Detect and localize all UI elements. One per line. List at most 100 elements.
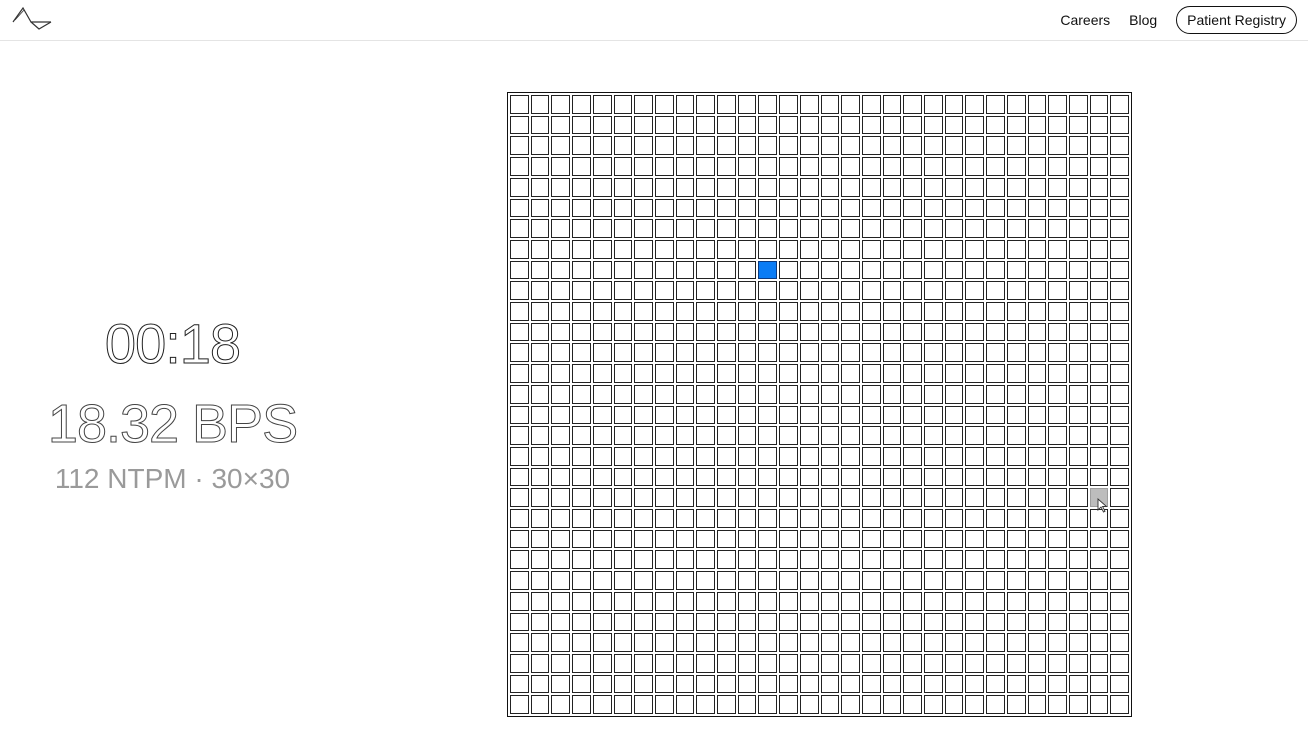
grid-cell[interactable] — [1006, 115, 1026, 135]
nav-link-blog[interactable]: Blog — [1129, 12, 1158, 28]
grid-cell[interactable] — [634, 260, 653, 280]
grid-cell[interactable] — [696, 281, 715, 300]
grid-cell[interactable] — [613, 426, 633, 445]
grid-cell[interactable] — [717, 115, 736, 135]
grid-cell[interactable] — [654, 239, 674, 259]
grid-cell[interactable] — [551, 571, 571, 590]
grid-cell[interactable] — [758, 115, 778, 135]
grid-cell[interactable] — [944, 177, 964, 197]
grid-cell[interactable] — [944, 281, 964, 300]
grid-cell[interactable] — [592, 302, 612, 321]
grid-cell[interactable] — [1089, 177, 1109, 197]
grid-cell[interactable] — [924, 177, 943, 197]
grid-cell[interactable] — [613, 322, 633, 342]
grid-cell[interactable] — [861, 529, 881, 549]
grid-cell[interactable] — [510, 136, 529, 156]
grid-cell[interactable] — [510, 177, 529, 197]
grid-cell[interactable] — [841, 384, 860, 404]
grid-cell[interactable] — [861, 405, 881, 425]
grid-cell[interactable] — [841, 322, 860, 342]
grid-cell[interactable] — [737, 653, 757, 673]
grid-cell[interactable] — [613, 467, 633, 487]
grid-cell[interactable] — [1068, 405, 1088, 425]
grid-cell[interactable] — [675, 529, 695, 549]
grid-cell[interactable] — [675, 115, 695, 135]
grid-cell[interactable] — [1110, 529, 1129, 549]
grid-cell[interactable] — [799, 653, 819, 673]
grid-cell[interactable] — [654, 446, 674, 466]
grid-cell[interactable] — [758, 591, 778, 611]
grid-cell[interactable] — [986, 405, 1005, 425]
grid-cell[interactable] — [1048, 281, 1067, 300]
grid-cell[interactable] — [654, 591, 674, 611]
grid-cell[interactable] — [675, 674, 695, 694]
grid-cell[interactable] — [613, 591, 633, 611]
grid-cell[interactable] — [1027, 633, 1047, 652]
grid-cell[interactable] — [634, 95, 653, 114]
grid-cell[interactable] — [634, 695, 653, 714]
grid-cell[interactable] — [654, 157, 674, 176]
grid-cell[interactable] — [882, 405, 902, 425]
grid-cell[interactable] — [1068, 219, 1088, 238]
grid-cell[interactable] — [965, 384, 985, 404]
grid-cell[interactable] — [592, 612, 612, 632]
grid-cell[interactable] — [758, 384, 778, 404]
grid-cell[interactable] — [779, 343, 798, 363]
grid-cell[interactable] — [737, 695, 757, 714]
grid-cell[interactable] — [551, 198, 571, 218]
grid-cell[interactable] — [882, 281, 902, 300]
grid-cell[interactable] — [1048, 219, 1067, 238]
grid-cell[interactable] — [737, 674, 757, 694]
grid-cell[interactable] — [1068, 529, 1088, 549]
grid-cell[interactable] — [654, 198, 674, 218]
grid-cell[interactable] — [510, 591, 529, 611]
grid-cell[interactable] — [882, 529, 902, 549]
grid-cell[interactable] — [1027, 695, 1047, 714]
grid-cell[interactable] — [758, 95, 778, 114]
grid-cell[interactable] — [613, 177, 633, 197]
grid-cell[interactable] — [1110, 343, 1129, 363]
grid-cell[interactable] — [696, 219, 715, 238]
grid-cell[interactable] — [1027, 405, 1047, 425]
grid-cell[interactable] — [675, 509, 695, 528]
grid-cell[interactable] — [1089, 343, 1109, 363]
grid-cell[interactable] — [717, 467, 736, 487]
grid-cell[interactable] — [510, 95, 529, 114]
grid-cell[interactable] — [903, 529, 922, 549]
grid-cell[interactable] — [613, 239, 633, 259]
grid-cell[interactable] — [510, 612, 529, 632]
grid-cell[interactable] — [551, 509, 571, 528]
grid-cell[interactable] — [1006, 571, 1026, 590]
grid-cell[interactable] — [1110, 488, 1129, 507]
grid-cell[interactable] — [924, 198, 943, 218]
grid-cell[interactable] — [820, 136, 840, 156]
grid-cell[interactable] — [510, 405, 529, 425]
neuralink-wave-logo-icon[interactable] — [12, 5, 52, 31]
grid-cell[interactable] — [717, 95, 736, 114]
grid-cell[interactable] — [1048, 157, 1067, 176]
grid-cell[interactable] — [758, 281, 778, 300]
grid-cell[interactable] — [986, 633, 1005, 652]
grid-cell[interactable] — [924, 260, 943, 280]
patient-registry-button[interactable]: Patient Registry — [1176, 6, 1297, 34]
grid-cell[interactable] — [758, 343, 778, 363]
grid-cell[interactable] — [634, 322, 653, 342]
grid-cell[interactable] — [841, 157, 860, 176]
grid-cell[interactable] — [986, 157, 1005, 176]
grid-cell[interactable] — [861, 674, 881, 694]
grid-cell[interactable] — [965, 198, 985, 218]
grid-cell[interactable] — [510, 115, 529, 135]
grid-cell[interactable] — [654, 281, 674, 300]
grid-cell[interactable] — [572, 509, 591, 528]
nav-link-careers[interactable]: Careers — [1060, 12, 1111, 28]
grid-cell[interactable] — [820, 633, 840, 652]
grid-cell[interactable] — [841, 550, 860, 570]
grid-cell[interactable] — [1048, 364, 1067, 383]
grid-cell[interactable] — [799, 467, 819, 487]
grid-cell[interactable] — [696, 95, 715, 114]
grid-cell[interactable] — [924, 95, 943, 114]
grid-cell[interactable] — [675, 95, 695, 114]
grid-cell[interactable] — [924, 446, 943, 466]
grid-cell[interactable] — [634, 384, 653, 404]
grid-cell[interactable] — [986, 446, 1005, 466]
